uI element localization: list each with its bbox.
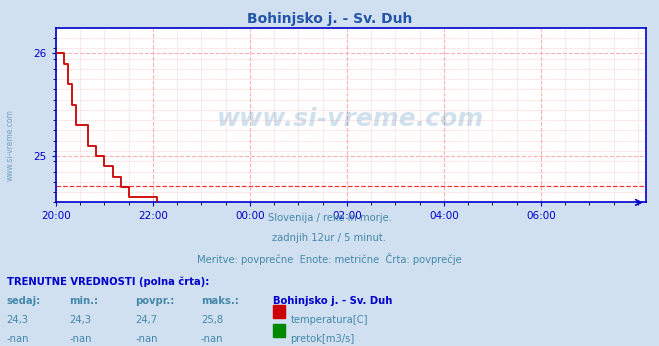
Text: Bohinjsko j. - Sv. Duh: Bohinjsko j. - Sv. Duh (273, 296, 393, 306)
Text: Meritve: povprečne  Enote: metrične  Črta: povprečje: Meritve: povprečne Enote: metrične Črta:… (197, 253, 462, 265)
Text: Slovenija / reke in morje.: Slovenija / reke in morje. (268, 213, 391, 223)
Text: temperatura[C]: temperatura[C] (291, 315, 368, 325)
Text: TRENUTNE VREDNOSTI (polna črta):: TRENUTNE VREDNOSTI (polna črta): (7, 277, 209, 287)
Text: 24,7: 24,7 (135, 315, 158, 325)
Text: www.si-vreme.com: www.si-vreme.com (5, 109, 14, 181)
Text: zadnjih 12ur / 5 minut.: zadnjih 12ur / 5 minut. (273, 233, 386, 243)
Text: www.si-vreme.com: www.si-vreme.com (217, 107, 484, 130)
Text: sedaj:: sedaj: (7, 296, 41, 306)
Text: Bohinjsko j. - Sv. Duh: Bohinjsko j. - Sv. Duh (247, 12, 412, 26)
Text: -nan: -nan (69, 334, 92, 344)
Text: povpr.:: povpr.: (135, 296, 175, 306)
Text: maks.:: maks.: (201, 296, 239, 306)
Text: -nan: -nan (7, 334, 29, 344)
Text: -nan: -nan (201, 334, 223, 344)
Text: min.:: min.: (69, 296, 98, 306)
Text: pretok[m3/s]: pretok[m3/s] (291, 334, 355, 344)
Text: 24,3: 24,3 (7, 315, 28, 325)
Text: -nan: -nan (135, 334, 158, 344)
Text: 24,3: 24,3 (69, 315, 91, 325)
Text: 25,8: 25,8 (201, 315, 223, 325)
